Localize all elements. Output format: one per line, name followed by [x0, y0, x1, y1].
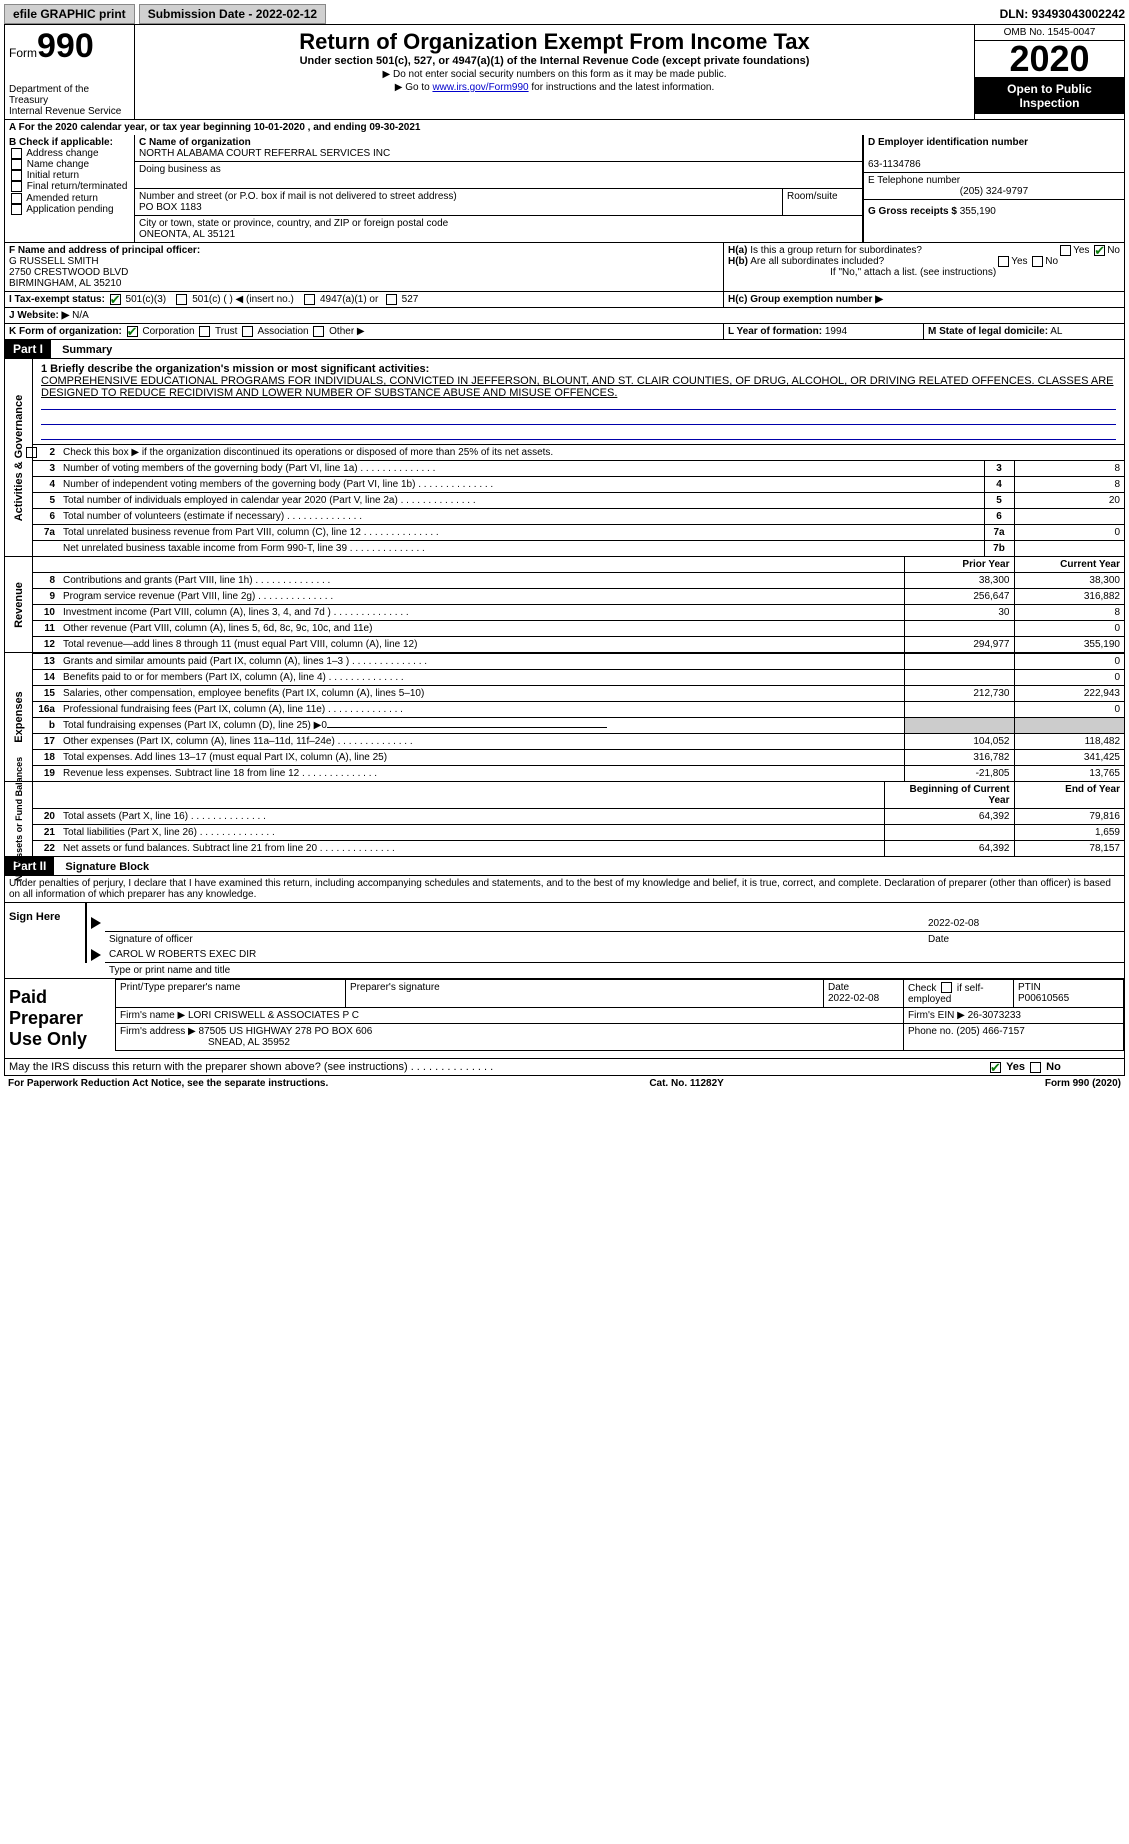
firm-name: LORI CRISWELL & ASSOCIATES P C [188, 1010, 359, 1021]
sig-name-label: Type or print name and title [105, 963, 1124, 979]
discuss: May the IRS discuss this return with the… [5, 1059, 984, 1075]
sig-arrow-icon [91, 917, 101, 929]
h-a: H(a) Is this a group return for subordin… [728, 245, 1120, 256]
amended-chk[interactable] [11, 193, 22, 204]
street: PO BOX 1183 [139, 202, 202, 213]
trust-chk[interactable] [199, 326, 210, 337]
section-m: M State of legal domicile: AL [924, 324, 1124, 339]
goto-note: ▶ Go to www.irs.gov/Form990 for instruct… [139, 82, 970, 93]
section-k: K Form of organization: Corporation Trus… [5, 324, 724, 339]
discuss-no[interactable] [1030, 1062, 1041, 1073]
gross-label: G Gross receipts $ [868, 206, 957, 217]
form-number: Form990 [9, 27, 130, 66]
app-pending-chk[interactable] [11, 204, 22, 215]
form-header: Form990 Department of the Treasury Inter… [4, 24, 1125, 120]
form-title: Return of Organization Exempt From Incom… [139, 29, 970, 55]
ha-no[interactable] [1094, 245, 1105, 256]
initial-return-chk[interactable] [11, 170, 22, 181]
irs-link[interactable]: www.irs.gov/Form990 [432, 82, 528, 93]
hb-no[interactable] [1032, 256, 1043, 267]
officer-addr1: 2750 CRESTWOOD BLVD [9, 267, 719, 278]
addr-change-chk[interactable] [11, 148, 22, 159]
form-subtitle: Under section 501(c), 527, or 4947(a)(1)… [139, 55, 970, 67]
firm-addr: 87505 US HIGHWAY 278 PO BOX 606 [199, 1026, 373, 1037]
section-f-label: F Name and address of principal officer: [9, 245, 719, 256]
h-b-note: If "No," attach a list. (see instruction… [728, 267, 1120, 278]
part2-hdr: Part II [5, 857, 54, 875]
hb-yes[interactable] [998, 256, 1009, 267]
officer-addr2: BIRMINGHAM, AL 35210 [9, 278, 719, 289]
4947-chk[interactable] [304, 294, 315, 305]
declaration: Under penalties of perjury, I declare th… [5, 876, 1124, 902]
phone: (205) 324-9797 [868, 186, 1120, 197]
form-990-page: efile GRAPHIC print Submission Date - 20… [0, 0, 1129, 1095]
city: ONEONTA, AL 35121 [139, 229, 235, 240]
dln: DLN: 93493043002242 [1000, 7, 1125, 21]
expenses-table: 13Grants and similar amounts paid (Part … [33, 653, 1124, 781]
gross: 355,190 [960, 206, 996, 217]
revenue-table: Prior YearCurrent Year 8Contributions an… [33, 557, 1124, 652]
top-bar: efile GRAPHIC print Submission Date - 20… [4, 4, 1125, 24]
submission-date-button[interactable]: Submission Date - 2022-02-12 [139, 4, 326, 24]
sig-date: 2022-02-08 [924, 903, 1124, 931]
section-i: I Tax-exempt status: 501(c)(3) 501(c) ( … [5, 292, 724, 307]
phone-label: E Telephone number [868, 175, 960, 186]
submission-label: Submission Date - [148, 7, 256, 21]
page-footer: For Paperwork Reduction Act Notice, see … [4, 1076, 1125, 1091]
sign-here: Sign Here [5, 903, 85, 978]
part2-title: Signature Block [57, 861, 149, 873]
part1-hdr: Part I [5, 340, 51, 358]
corp-chk[interactable] [127, 326, 138, 337]
discuss-yes[interactable] [990, 1062, 1001, 1073]
h-b: H(b) Are all subordinates included? Yes … [728, 256, 1120, 267]
527-chk[interactable] [386, 294, 397, 305]
firm-ein: 26-3073233 [968, 1010, 1021, 1021]
q2-chk[interactable] [26, 447, 37, 458]
sig-arrow-icon-2 [91, 949, 101, 961]
part1-title: Summary [54, 344, 112, 356]
501c3-chk[interactable] [110, 294, 121, 305]
q1-label: 1 Briefly describe the organization's mi… [41, 363, 1116, 375]
org-name: NORTH ALABAMA COURT REFERRAL SERVICES IN… [139, 148, 390, 159]
name-change-chk[interactable] [11, 159, 22, 170]
prep-phone: (205) 466-7157 [956, 1026, 1024, 1037]
501c-chk[interactable] [176, 294, 187, 305]
mission: COMPREHENSIVE EDUCATIONAL PROGRAMS FOR I… [41, 375, 1116, 399]
sig-officer-label: Signature of officer [105, 931, 924, 947]
h-c: H(c) Group exemption number ▶ [724, 292, 1124, 307]
ha-yes[interactable] [1060, 245, 1071, 256]
section-b: B Check if applicable: Address change Na… [5, 135, 135, 242]
side-net-assets: Net Assets or Fund Balances [5, 782, 33, 856]
side-revenue: Revenue [5, 557, 33, 652]
self-emp-chk[interactable] [941, 982, 952, 993]
tax-year: 2020 [975, 41, 1124, 78]
net-assets-table: Beginning of Current YearEnd of Year 20T… [33, 782, 1124, 856]
ssn-note: ▶ Do not enter social security numbers o… [139, 69, 970, 80]
open-inspection: Open to Public Inspection [975, 78, 1124, 114]
submission-date: 2022-02-12 [256, 7, 317, 21]
section-a: A For the 2020 calendar year, or tax yea… [5, 120, 424, 135]
paid-preparer: Paid Preparer Use Only [5, 979, 115, 1058]
governance-table: 2Check this box ▶ if the organization di… [33, 444, 1124, 556]
section-j: J Website: ▶ N/A [5, 308, 1124, 323]
dept-treasury: Department of the Treasury Internal Reve… [9, 84, 130, 117]
section-l: L Year of formation: 1994 [724, 324, 924, 339]
ein: 63-1134786 [868, 159, 921, 170]
section-c-table: C Name of organizationNORTH ALABAMA COUR… [135, 135, 863, 242]
sig-name: CAROL W ROBERTS EXEC DIR [105, 947, 1124, 963]
efile-print-button[interactable]: efile GRAPHIC print [4, 4, 135, 24]
other-chk[interactable] [313, 326, 324, 337]
officer-name: G RUSSELL SMITH [9, 256, 719, 267]
assoc-chk[interactable] [242, 326, 253, 337]
ein-label: D Employer identification number [868, 137, 1028, 148]
final-return-chk[interactable] [11, 181, 22, 192]
sig-date-label: Date [924, 931, 1124, 947]
